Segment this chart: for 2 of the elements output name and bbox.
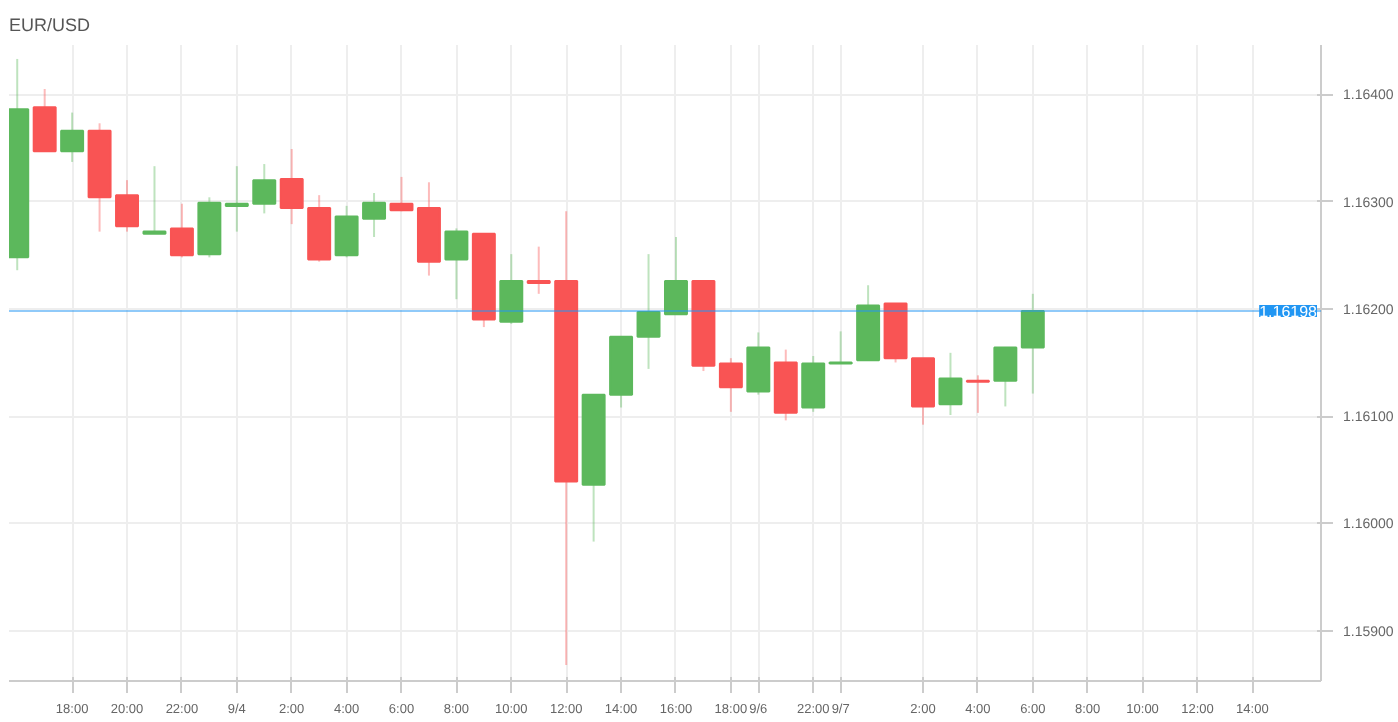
ref-line-label: 1.16198 xyxy=(1259,302,1319,321)
chart-title: EUR/USD xyxy=(9,15,92,35)
